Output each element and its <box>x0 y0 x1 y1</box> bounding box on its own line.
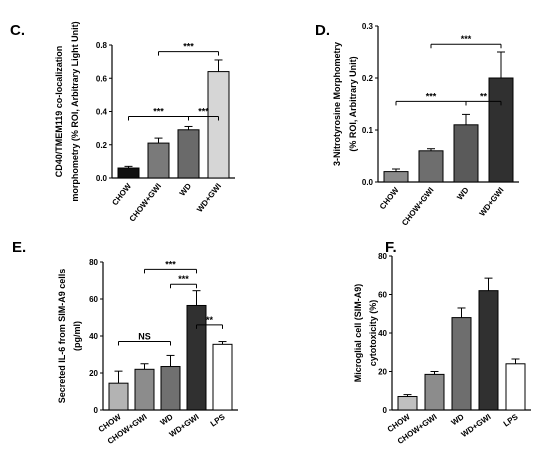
y-tick-label: 60 <box>378 291 387 300</box>
significance-label: NS <box>138 332 151 342</box>
x-category-label: WD+GWI <box>460 412 493 439</box>
y-axis-label: (pg/ml) <box>72 321 82 351</box>
x-category-label: WD <box>159 412 175 427</box>
y-tick-label: 40 <box>378 329 387 338</box>
y-tick-label: 20 <box>89 369 98 378</box>
significance-label: ** <box>206 315 214 325</box>
y-tick-label: 0 <box>383 406 388 415</box>
y-tick-label: 80 <box>89 258 98 267</box>
significance-bracket: *** <box>431 34 501 48</box>
bar-wd <box>454 125 478 182</box>
y-tick-label: 0.1 <box>362 126 374 135</box>
bar-wd-plus-gwi <box>479 291 498 410</box>
y-tick-label: 60 <box>89 295 98 304</box>
y-tick-label: 0 <box>94 406 99 415</box>
y-tick-label: 0.0 <box>96 174 108 183</box>
y-axis-label: 3-Nitrotyrosine Morphometry <box>332 42 342 166</box>
significance-label: *** <box>198 106 209 116</box>
y-tick-label: 40 <box>89 332 98 341</box>
significance-label: ** <box>480 91 488 101</box>
y-tick-label: 0.0 <box>362 178 374 187</box>
significance-bracket: *** <box>145 259 197 273</box>
bar-chow <box>118 168 139 178</box>
bar-chow-plus-gwi <box>135 369 154 410</box>
bar-chow-plus-gwi <box>148 143 169 178</box>
x-category-label: WD+GWI <box>195 182 223 214</box>
y-axis-label: CD40/TMEM119 co-localization <box>54 46 64 178</box>
bar-lps <box>506 364 525 410</box>
x-category-label: LPS <box>502 412 520 429</box>
y-tick-label: 0.8 <box>96 41 108 50</box>
panel-label: C. <box>10 22 25 39</box>
y-tick-label: 80 <box>378 252 387 261</box>
y-axis-label: cytotoxicity (%) <box>368 300 378 367</box>
bar-wd-plus-gwi <box>187 305 206 410</box>
y-tick-label: 20 <box>378 368 387 377</box>
y-tick-label: 0.2 <box>96 141 108 150</box>
y-tick-label: 0.2 <box>362 74 374 83</box>
significance-bracket: *** <box>129 106 189 120</box>
bar-wd <box>178 130 199 178</box>
panel-label: D. <box>315 22 330 39</box>
x-category-label: CHOW+GWI <box>128 182 163 224</box>
bar-chow <box>398 397 417 410</box>
x-category-label: WD <box>450 412 466 427</box>
significance-label: *** <box>178 274 189 284</box>
x-category-label: CHOW <box>110 181 133 207</box>
x-category-label: LPS <box>209 412 227 429</box>
bar-wd-plus-gwi <box>208 72 229 178</box>
chart-panel-3: E. 0 20 40 60 80 Secreted IL-6 from SIM-A9 cel… <box>12 239 238 446</box>
significance-label: *** <box>153 106 164 116</box>
chart-panel-2: D. 0.0 0.1 0.2 0.3 3-Nitrotyrosine Morphometr… <box>315 22 519 227</box>
chart-panel-1: C. 0.0 0.2 0.4 0.6 0.8 CD40/TMEM119 co-localiz… <box>10 21 235 223</box>
bar-lps <box>213 344 232 410</box>
bar-chow-plus-gwi <box>425 374 444 410</box>
significance-label: *** <box>165 259 176 269</box>
panel-label: E. <box>12 239 26 256</box>
bar-wd <box>161 367 180 410</box>
x-category-label: WD+GWI <box>168 412 201 439</box>
y-axis-label: morphometry (% ROI, Arbitrary Light Unit… <box>70 21 80 201</box>
significance-bracket: *** <box>171 274 197 288</box>
y-tick-label: 0.3 <box>362 22 374 31</box>
bar-chow-plus-gwi <box>419 151 443 182</box>
significance-bracket: *** <box>396 91 466 105</box>
bar-wd <box>452 318 471 410</box>
bar-chow <box>109 383 128 410</box>
bar-wd-plus-gwi <box>489 78 513 182</box>
x-category-label: WD <box>455 186 470 202</box>
significance-label: *** <box>426 91 437 101</box>
significance-label: *** <box>461 34 472 44</box>
bar-chow <box>384 172 408 182</box>
y-tick-label: 0.6 <box>96 74 108 83</box>
y-tick-label: 0.4 <box>96 108 108 117</box>
x-category-label: CHOW <box>378 185 401 211</box>
significance-bracket: *** <box>159 42 219 56</box>
y-axis-label: (% ROI, Arbitrary Unit) <box>348 56 358 151</box>
y-axis-label: Secreted IL-6 from SIM-A9 cells <box>57 269 67 404</box>
x-category-label: WD <box>178 182 193 198</box>
x-category-label: WD+GWI <box>478 186 506 218</box>
significance-bracket: NS <box>119 332 171 346</box>
significance-label: *** <box>183 42 194 52</box>
y-axis-label: Microglial cell (SIM-A9) <box>353 284 363 383</box>
x-category-label: CHOW+GWI <box>400 186 435 228</box>
